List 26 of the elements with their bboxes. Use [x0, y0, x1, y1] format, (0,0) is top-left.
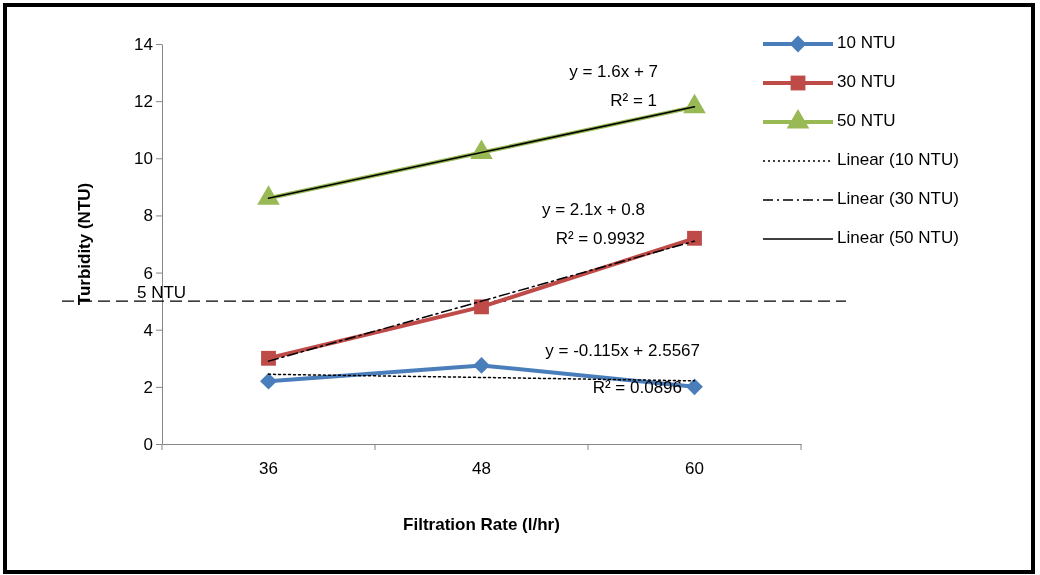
legend-label: Linear (50 NTU) — [837, 228, 959, 248]
y-tick-label: 4 — [143, 320, 153, 340]
x-tick-label: 48 — [472, 459, 491, 479]
y-tick-label: 2 — [143, 377, 153, 397]
annotation: R² = 0.9932 — [555, 229, 645, 249]
x-tick-label: 36 — [259, 459, 278, 479]
x-tick-label: 60 — [685, 459, 704, 479]
legend-label: 10 NTU — [837, 33, 896, 53]
y-axis-title: Turbidity (NTU) — [75, 182, 94, 306]
annotation: y = 2.1x + 0.8 — [541, 200, 645, 220]
y-tick-label: 0 — [143, 434, 153, 454]
annotation: R² = 0.0896 — [592, 378, 682, 398]
legend-label: 30 NTU — [837, 72, 896, 92]
y-tick-label: 14 — [134, 34, 153, 54]
ref-line-label: 5 NTU — [137, 283, 187, 303]
x-axis-title: Filtration Rate (l/hr) — [403, 515, 560, 534]
legend-label: 50 NTU — [837, 111, 896, 131]
legend-label: Linear (30 NTU) — [837, 189, 959, 209]
annotation: y = -0.115x + 2.5567 — [545, 341, 700, 361]
legend-label: Linear (10 NTU) — [837, 150, 959, 170]
annotation: y = 1.6x + 7 — [569, 62, 658, 82]
y-tick-label: 12 — [134, 92, 153, 112]
y-tick-label: 6 — [143, 263, 153, 283]
y-tick-label: 8 — [143, 206, 153, 226]
annotation: R² = 1 — [610, 91, 657, 111]
y-tick-label: 10 — [134, 149, 153, 169]
